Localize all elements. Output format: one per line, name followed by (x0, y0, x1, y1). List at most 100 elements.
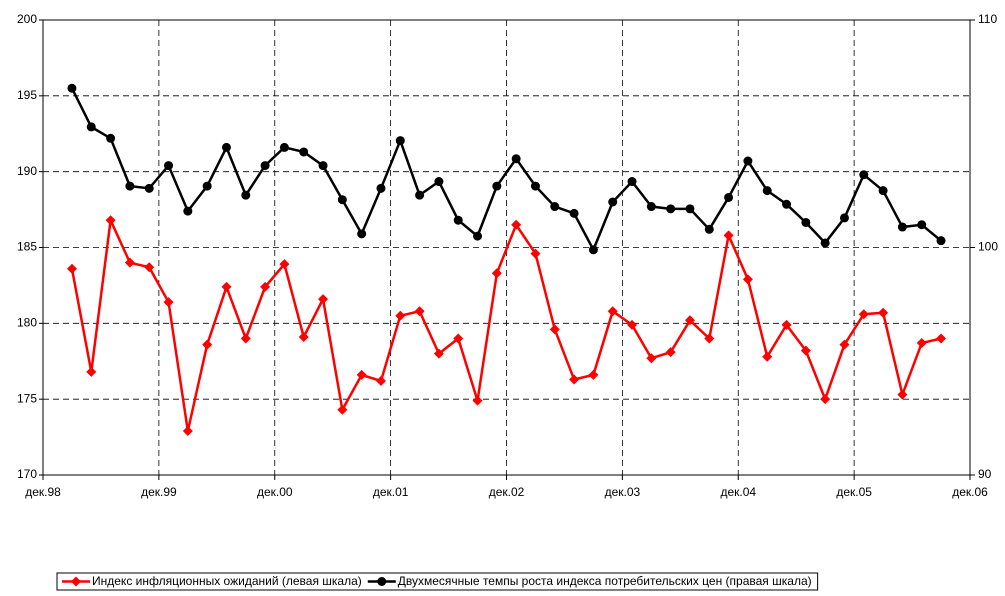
marker (820, 394, 831, 405)
marker (684, 315, 695, 326)
marker (318, 294, 329, 305)
marker (588, 245, 598, 255)
marker (357, 229, 367, 239)
marker (163, 297, 174, 308)
legend-marker (71, 576, 81, 587)
marker (434, 177, 444, 187)
marker (839, 339, 850, 350)
marker (453, 333, 464, 344)
marker (685, 204, 695, 214)
marker (86, 366, 97, 377)
x-tick-label: дек.98 (25, 485, 61, 499)
marker (916, 338, 927, 349)
marker (897, 389, 908, 400)
marker (241, 190, 251, 200)
marker (897, 222, 907, 232)
marker (202, 181, 212, 191)
marker (782, 199, 792, 209)
legend-label: Двухмесячные темпы роста индекса потреби… (398, 574, 812, 588)
y-tick-label: 200 (17, 12, 37, 26)
x-tick-label: дек.05 (836, 485, 872, 499)
y-tick-label: 180 (17, 316, 37, 330)
marker (395, 136, 405, 146)
marker (433, 348, 444, 359)
marker (627, 177, 637, 187)
marker (375, 375, 386, 386)
marker (704, 224, 714, 234)
y2-tick-label: 110 (978, 12, 997, 26)
marker (299, 147, 309, 157)
marker (858, 309, 869, 320)
marker (530, 248, 541, 259)
marker (415, 190, 425, 200)
marker (646, 353, 657, 364)
marker (723, 230, 734, 241)
marker (106, 133, 116, 143)
y-tick-label: 170 (17, 467, 37, 481)
marker (279, 259, 290, 270)
marker (260, 281, 271, 292)
marker (569, 374, 580, 385)
marker (337, 404, 348, 415)
marker (182, 426, 193, 437)
y-tick-label: 195 (17, 88, 37, 102)
marker (221, 142, 231, 152)
legend: Индекс инфляционных ожиданий (левая шкал… (56, 572, 819, 591)
legend-box (56, 572, 819, 591)
marker (279, 142, 289, 152)
marker (859, 170, 869, 180)
y-tick-label: 185 (17, 240, 37, 254)
marker (221, 281, 232, 292)
series-line (70, 215, 942, 432)
x-tick-label: дек.02 (489, 485, 525, 499)
marker (414, 306, 425, 317)
marker (627, 319, 638, 330)
series-line (70, 87, 942, 253)
marker (356, 369, 367, 380)
marker (473, 231, 483, 241)
marker (549, 324, 560, 335)
marker (472, 395, 483, 406)
marker (202, 339, 213, 350)
marker (781, 319, 792, 330)
marker (569, 208, 579, 218)
marker (124, 257, 135, 268)
marker (144, 183, 154, 193)
marker (820, 238, 830, 248)
x-tick-label: дек.03 (605, 485, 641, 499)
marker (125, 181, 135, 191)
marker (704, 333, 715, 344)
x-tick-label: дек.99 (141, 485, 177, 499)
marker (724, 192, 734, 202)
x-tick-label: дек.04 (720, 485, 756, 499)
marker (665, 347, 676, 358)
marker (742, 274, 753, 285)
marker (530, 181, 540, 191)
marker (607, 306, 618, 317)
marker (86, 122, 96, 132)
marker (144, 262, 155, 273)
marker (839, 213, 849, 223)
marker (395, 310, 406, 321)
marker (337, 195, 347, 205)
marker (511, 154, 521, 164)
marker (67, 83, 77, 93)
marker (743, 156, 753, 166)
marker (762, 351, 773, 362)
x-tick-label: дек.00 (257, 485, 293, 499)
marker (936, 333, 947, 344)
marker (491, 268, 502, 279)
x-tick-label: дек.01 (373, 485, 409, 499)
marker (240, 333, 251, 344)
marker (762, 186, 772, 196)
y2-tick-label: 90 (978, 467, 992, 481)
marker (105, 215, 116, 226)
marker (800, 345, 811, 356)
legend-label: Индекс инфляционных ожиданий (левая шкал… (92, 574, 362, 588)
marker (878, 307, 889, 318)
y-tick-label: 190 (17, 164, 37, 178)
marker (453, 215, 463, 225)
marker (511, 219, 522, 230)
